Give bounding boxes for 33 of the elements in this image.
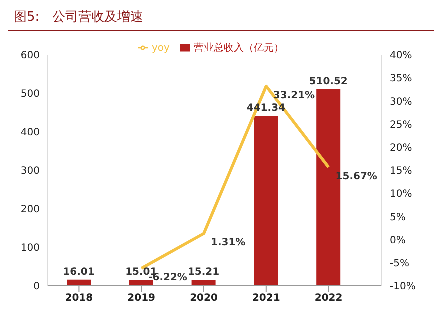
data-label: 16.01: [63, 266, 95, 278]
bar: [254, 116, 278, 286]
legend-label: yoy: [152, 43, 170, 54]
y2-tick-label: 40%: [390, 50, 412, 62]
y2-tick-label: 0%: [390, 235, 406, 246]
x-tick-label: 2021: [252, 293, 280, 304]
data-label: 1.31%: [211, 238, 246, 249]
y-tick-label: 500: [20, 89, 40, 100]
y2-tick-label: -5%: [390, 258, 410, 270]
bar: [192, 280, 216, 286]
chart-title: 图5: 公司营收及增速: [8, 8, 434, 31]
y2-tick-label: -10%: [390, 282, 416, 293]
x-tick-label: 2019: [128, 293, 156, 304]
y2-tick-label: 20%: [390, 142, 412, 154]
y-tick-label: 200: [20, 204, 40, 216]
legend-label: 营业总收入（亿元）: [194, 43, 284, 54]
y-tick-label: 600: [20, 50, 40, 62]
x-tick-label: 2022: [314, 293, 343, 304]
y-tick-label: 400: [20, 128, 40, 139]
y2-tick-label: 5%: [390, 212, 406, 224]
data-label: 15.21: [188, 267, 220, 278]
x-tick-label: 2020: [190, 293, 218, 304]
y-tick-label: 100: [20, 243, 40, 254]
y-tick-label: 0: [34, 282, 40, 293]
bar: [129, 280, 154, 286]
y2-tick-label: 30%: [390, 96, 412, 108]
y2-tick-label: 15%: [390, 166, 412, 178]
y2-tick-label: 35%: [390, 74, 412, 85]
y-tick-label: 300: [20, 166, 40, 178]
data-label: 510.52: [309, 76, 348, 88]
y2-tick-label: 25%: [390, 120, 412, 131]
x-tick-label: 2018: [65, 293, 94, 304]
y2-tick-label: 10%: [390, 189, 412, 200]
